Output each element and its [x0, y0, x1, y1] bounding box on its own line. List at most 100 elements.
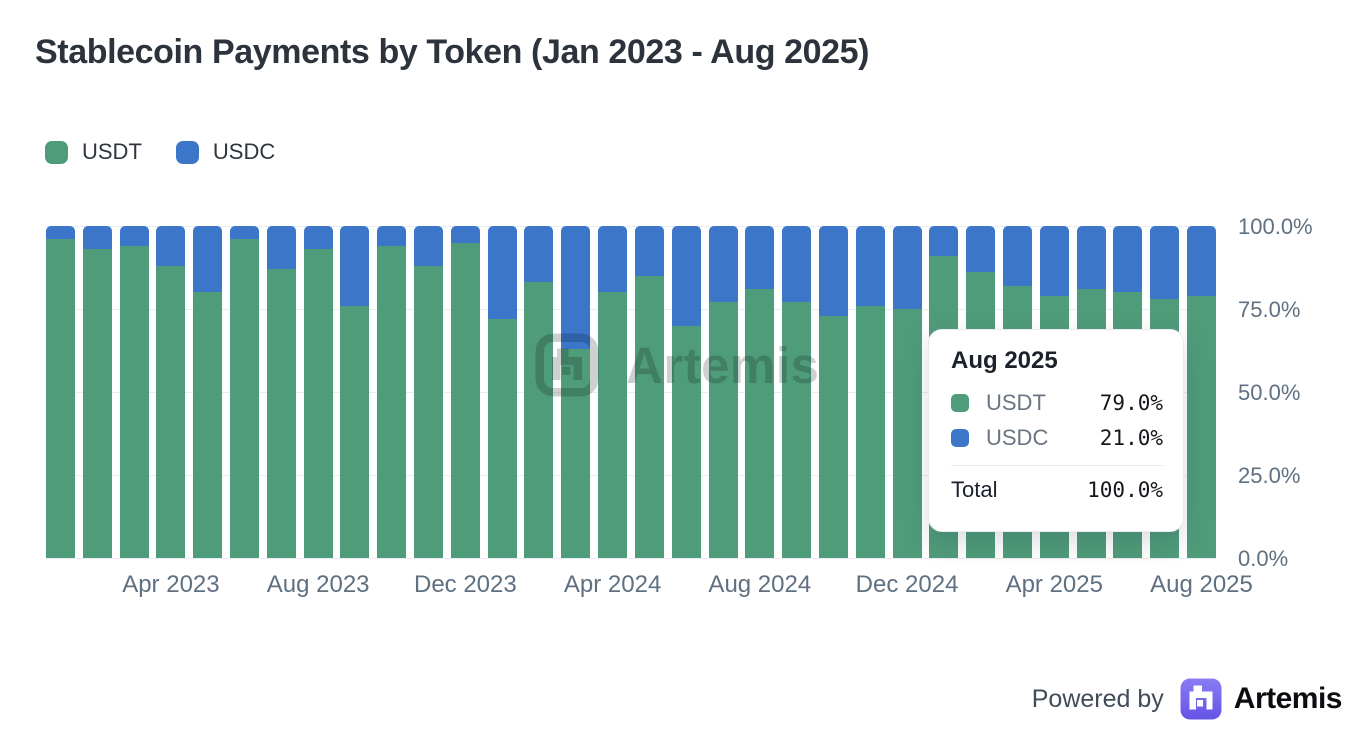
- bar-segment-usdt[interactable]: [266, 269, 296, 558]
- bar-segment-usdc[interactable]: [745, 226, 775, 290]
- bar-segment-usdt[interactable]: [598, 292, 628, 558]
- bar-segment-usdt[interactable]: [156, 265, 186, 558]
- bar-segment-usdt[interactable]: [634, 275, 664, 558]
- bar-dec-2023[interactable]: [450, 226, 480, 558]
- bar-segment-usdt[interactable]: [303, 249, 333, 558]
- bar-segment-usdc[interactable]: [377, 226, 407, 246]
- bar-segment-usdc[interactable]: [156, 226, 186, 266]
- bar-segment-usdt[interactable]: [82, 249, 112, 558]
- bar-segment-usdc[interactable]: [782, 226, 812, 303]
- bar-segment-usdc[interactable]: [524, 226, 554, 283]
- bar-sep-2024[interactable]: [782, 226, 812, 558]
- bar-segment-usdc[interactable]: [82, 226, 112, 250]
- bar-segment-usdc[interactable]: [230, 226, 260, 240]
- bar-segment-usdc[interactable]: [818, 226, 848, 316]
- bar-aug-2023[interactable]: [303, 226, 333, 558]
- y-axis-label: 50.0%: [1238, 380, 1301, 405]
- bar-segment-usdc[interactable]: [1076, 226, 1106, 290]
- tooltip-row-usdt: USDT 79.0%: [951, 390, 1163, 416]
- bar-segment-usdt[interactable]: [745, 289, 775, 558]
- usdt-swatch: [951, 394, 969, 412]
- bar-jun-2024[interactable]: [671, 226, 701, 558]
- bar-segment-usdt[interactable]: [524, 282, 554, 558]
- bar-segment-usdc[interactable]: [671, 226, 701, 326]
- bar-mar-2024[interactable]: [561, 226, 591, 558]
- x-axis-label: Dec 2023: [413, 571, 517, 598]
- bar-nov-2024[interactable]: [855, 226, 885, 558]
- x-axis-label: Aug 2024: [708, 571, 812, 598]
- bar-segment-usdc[interactable]: [966, 226, 996, 273]
- bar-segment-usdt[interactable]: [1187, 295, 1216, 558]
- bar-jul-2024[interactable]: [708, 226, 738, 558]
- bar-jan-2024[interactable]: [487, 226, 517, 558]
- y-axis: 100.0% 75.0% 50.0% 25.0% 0.0%: [1238, 214, 1348, 571]
- bar-segment-usdt[interactable]: [46, 239, 75, 558]
- bar-segment-usdc[interactable]: [414, 226, 444, 266]
- bar-jun-2023[interactable]: [230, 226, 260, 558]
- bar-jul-2023[interactable]: [266, 226, 296, 558]
- bar-segment-usdc[interactable]: [892, 226, 922, 309]
- artemis-brand-link[interactable]: Artemis: [1180, 678, 1343, 720]
- bar-segment-usdc[interactable]: [1150, 226, 1180, 300]
- bar-feb-2023[interactable]: [82, 226, 112, 558]
- gridline: [46, 392, 1216, 393]
- bar-may-2023[interactable]: [193, 226, 223, 558]
- tooltip-value-usdc: 21.0%: [1099, 426, 1163, 450]
- bar-segment-usdc[interactable]: [46, 226, 75, 240]
- bar-segment-usdc[interactable]: [266, 226, 296, 270]
- bar-segment-usdc[interactable]: [303, 226, 333, 250]
- bar-segment-usdt[interactable]: [340, 305, 370, 558]
- bar-segment-usdc[interactable]: [1039, 226, 1069, 296]
- bar-segment-usdc[interactable]: [634, 226, 664, 276]
- bar-nov-2023[interactable]: [414, 226, 444, 558]
- bar-segment-usdt[interactable]: [450, 242, 480, 558]
- bar-may-2024[interactable]: [634, 226, 664, 558]
- bar-segment-usdc[interactable]: [598, 226, 628, 293]
- bar-sep-2023[interactable]: [340, 226, 370, 558]
- bar-segment-usdc[interactable]: [450, 226, 480, 243]
- usdc-swatch: [175, 140, 199, 164]
- y-axis-label: 25.0%: [1238, 463, 1301, 488]
- bar-segment-usdt[interactable]: [782, 302, 812, 558]
- bar-feb-2024[interactable]: [524, 226, 554, 558]
- bar-segment-usdc[interactable]: [561, 226, 591, 349]
- powered-by-text: Powered by: [1031, 684, 1164, 713]
- bar-aug-2024[interactable]: [745, 226, 775, 558]
- bar-mar-2023[interactable]: [119, 226, 149, 558]
- bar-segment-usdt[interactable]: [230, 239, 260, 558]
- legend: USDT USDC: [45, 139, 275, 165]
- bar-oct-2024[interactable]: [818, 226, 848, 558]
- legend-item-usdt[interactable]: USDT: [45, 139, 142, 165]
- gridline: [46, 309, 1216, 310]
- bar-segment-usdc[interactable]: [855, 226, 885, 306]
- bar-segment-usdc[interactable]: [1187, 226, 1216, 296]
- bar-segment-usdt[interactable]: [414, 265, 444, 558]
- bar-segment-usdc[interactable]: [929, 226, 959, 256]
- bar-segment-usdc[interactable]: [193, 226, 223, 293]
- bar-aug-2025[interactable]: [1187, 226, 1216, 558]
- bar-segment-usdt[interactable]: [708, 302, 738, 558]
- bar-segment-usdc[interactable]: [708, 226, 738, 303]
- bar-segment-usdc[interactable]: [1002, 226, 1032, 286]
- bar-segment-usdt[interactable]: [561, 348, 591, 558]
- bar-jan-2023[interactable]: [46, 226, 75, 558]
- bar-segment-usdc[interactable]: [1113, 226, 1143, 293]
- bar-segment-usdt[interactable]: [855, 305, 885, 558]
- bar-dec-2024[interactable]: [892, 226, 922, 558]
- legend-item-usdc[interactable]: USDC: [175, 139, 275, 165]
- bar-segment-usdc[interactable]: [487, 226, 517, 319]
- bar-segment-usdt[interactable]: [377, 245, 407, 558]
- bar-segment-usdt[interactable]: [119, 245, 149, 558]
- bar-segment-usdt[interactable]: [892, 309, 922, 558]
- bar-segment-usdt[interactable]: [671, 325, 701, 558]
- bar-oct-2023[interactable]: [377, 226, 407, 558]
- bar-apr-2024[interactable]: [598, 226, 628, 558]
- bar-segment-usdc[interactable]: [119, 226, 149, 246]
- bar-segment-usdc[interactable]: [340, 226, 370, 306]
- tooltip-divider: [951, 465, 1163, 466]
- bar-segment-usdt[interactable]: [818, 315, 848, 558]
- bar-apr-2023[interactable]: [156, 226, 186, 558]
- bar-segment-usdt[interactable]: [487, 318, 517, 558]
- bar-segment-usdt[interactable]: [193, 292, 223, 558]
- tooltip: Aug 2025 USDT 79.0% USDC 21.0% Total 100…: [928, 329, 1184, 532]
